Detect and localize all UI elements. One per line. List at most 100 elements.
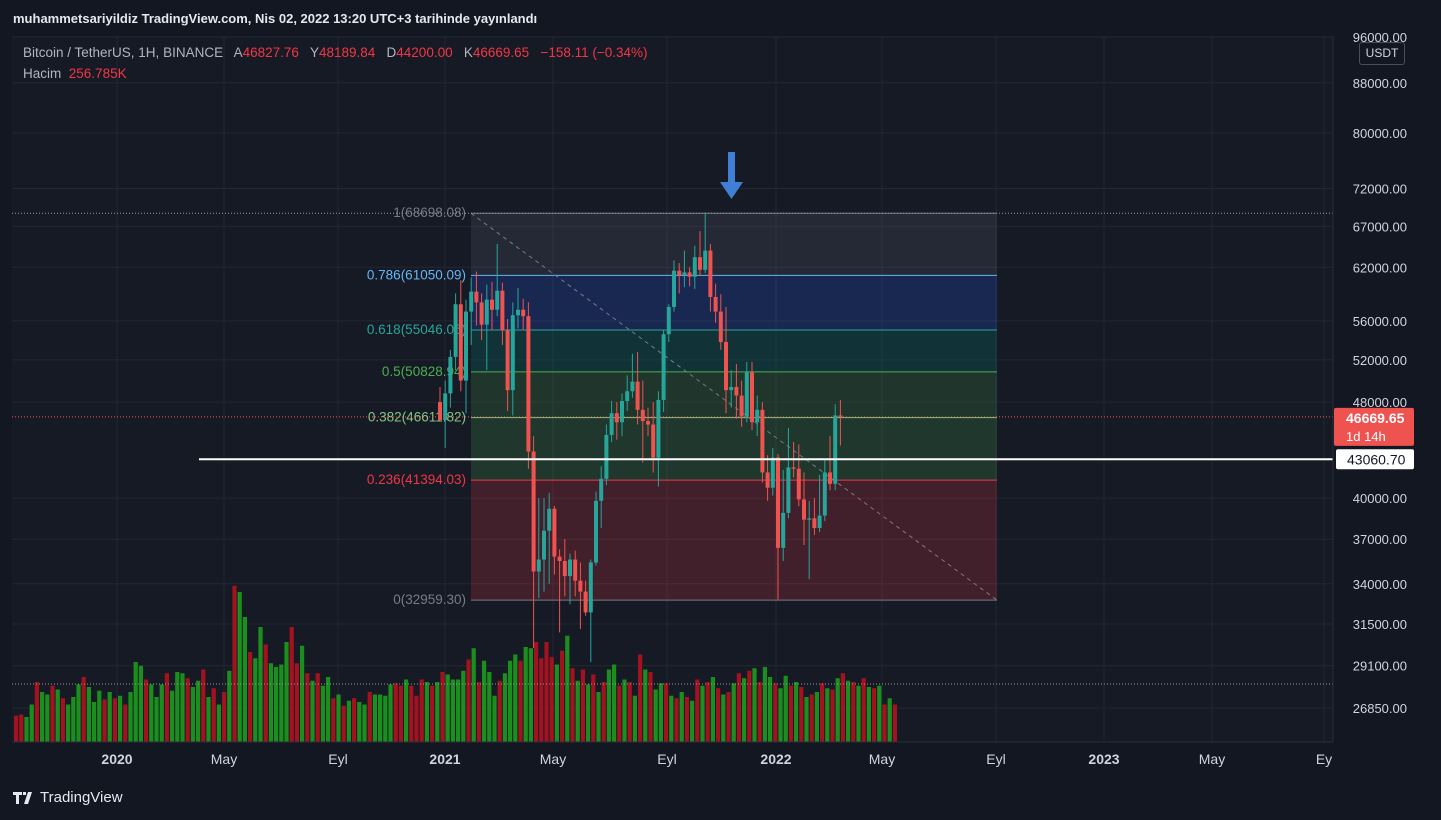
volume-bar (617, 685, 622, 742)
volume-bar (34, 682, 39, 742)
volume-bar (346, 700, 351, 742)
fib-retracement[interactable]: 1(68698.08)0.786(61050.09)0.618(55046.06… (367, 205, 998, 607)
candle-body (698, 257, 702, 270)
volume-bar (820, 683, 825, 742)
candle-body (443, 393, 448, 420)
candle-body (479, 302, 484, 325)
price-tick-label: 31500.00 (1353, 617, 1407, 632)
candle-body (562, 561, 567, 577)
volume-bar (216, 704, 221, 742)
volume-bar (222, 692, 227, 742)
currency-button[interactable]: USDT (1359, 42, 1405, 65)
countdown-label: 1d 14h (1346, 429, 1386, 444)
candle-body (708, 250, 713, 297)
volume-bar (627, 682, 632, 742)
volume-bar (196, 680, 201, 742)
volume-bar (554, 664, 559, 742)
volume-bar (809, 694, 814, 742)
candle-body (568, 559, 572, 577)
volume-bar (263, 644, 268, 742)
volume-bar (60, 698, 65, 742)
volume-bar (539, 658, 544, 742)
volume-bar (29, 704, 34, 742)
volume-bar (71, 697, 76, 742)
volume-label[interactable]: Hacim (23, 66, 62, 81)
volume-bar (669, 695, 674, 742)
time-tick-label: May (869, 751, 895, 767)
volume-bar (872, 688, 877, 742)
volume-bar (118, 695, 123, 742)
volume-bar (227, 670, 232, 742)
volume-bar (14, 715, 19, 742)
symbol-legend: Bitcoin / TetherUS, 1H, BINANCE A46827.7… (23, 45, 648, 60)
volume-bar (773, 683, 778, 742)
horizontal-lines (12, 212, 1333, 685)
volume-bar (414, 695, 419, 742)
candle-body (817, 515, 822, 528)
volume-bar (206, 697, 211, 742)
candle-body (687, 272, 692, 277)
volume-bar (653, 689, 658, 742)
candle-body (666, 306, 671, 335)
candle-body (791, 467, 796, 469)
volume-bar (372, 694, 377, 742)
time-axis: 2020 May Eyl 2021 May Eyl 2022 May Eyl 2023 May Ey (12, 741, 1333, 776)
candle-body (807, 518, 812, 520)
volume-bar (726, 692, 731, 742)
time-tick-label: May (211, 751, 237, 767)
candle-body (765, 472, 770, 488)
fib-trend-line (470, 212, 998, 601)
volume-bar (404, 679, 409, 742)
fib-level-label: 0.236(41394.03) (367, 472, 466, 487)
volume-bar (643, 669, 648, 742)
volume-bar (591, 674, 596, 742)
time-tick-label: 2021 (429, 751, 460, 767)
price-tick-label: 72000.00 (1353, 182, 1407, 197)
candle-body (786, 467, 791, 513)
candle-body (833, 415, 838, 484)
candle-body (578, 580, 583, 592)
tradingview-logo[interactable]: TradingView (13, 789, 123, 806)
open-label: A (233, 45, 243, 60)
volume-bar (315, 673, 320, 742)
symbol-name[interactable]: Bitcoin / TetherUS, 1H, BINANCE (23, 45, 224, 60)
time-tick-label: 2023 (1088, 751, 1119, 767)
volume-bar (388, 684, 393, 742)
fib-level-label: 0(32959.30) (393, 592, 466, 607)
volume-bar (788, 685, 793, 742)
down-arrow-icon (728, 152, 735, 184)
volume-bar (310, 680, 315, 742)
volume-bar (138, 665, 143, 742)
volume-bar (778, 688, 783, 742)
volume-bar (814, 692, 819, 742)
time-tick-label: Eyl (657, 751, 676, 767)
volume-bar (66, 704, 71, 742)
volume-bar (81, 677, 86, 742)
candle-body (453, 304, 458, 357)
candle-body (484, 299, 489, 325)
volume-bar (331, 698, 336, 742)
volume-bar (622, 679, 627, 742)
candle-body (500, 290, 505, 331)
volume-bar (596, 692, 601, 742)
price-tick-label: 40000.00 (1353, 491, 1407, 506)
volume-bar (757, 682, 762, 742)
volume-bar (190, 687, 195, 742)
volume-bar (45, 694, 50, 742)
time-tick-label: 2020 (101, 751, 132, 767)
fib-zone (471, 213, 997, 276)
volume-bar (123, 704, 128, 742)
volume-bar (450, 679, 455, 742)
volume-bar (846, 680, 851, 742)
volume-bar (840, 673, 845, 742)
volume-bar (513, 654, 518, 742)
volume-bar (424, 682, 429, 742)
volume-bar (612, 664, 617, 742)
volume-bar (482, 660, 487, 742)
candle-body (552, 508, 557, 557)
fib-zone (471, 329, 997, 372)
time-tick-label: May (540, 751, 566, 767)
volume-bar (804, 697, 809, 742)
volume-bar (144, 679, 149, 742)
